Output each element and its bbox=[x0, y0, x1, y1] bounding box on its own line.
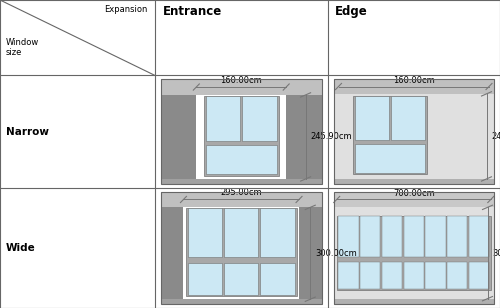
Bar bbox=[161, 79, 322, 184]
Bar bbox=[404, 261, 424, 289]
Bar bbox=[390, 95, 424, 140]
Text: 300.00cm: 300.00cm bbox=[316, 249, 357, 258]
Bar bbox=[404, 217, 424, 257]
Bar bbox=[188, 208, 222, 257]
Bar bbox=[355, 95, 388, 140]
Text: 300.00cm: 300.00cm bbox=[492, 249, 500, 257]
Bar bbox=[161, 192, 322, 304]
Bar bbox=[334, 192, 494, 304]
Bar bbox=[353, 95, 426, 174]
Bar bbox=[161, 192, 322, 207]
Bar bbox=[161, 79, 322, 95]
Bar bbox=[161, 299, 322, 304]
Bar bbox=[286, 95, 322, 179]
Bar bbox=[260, 208, 294, 257]
Bar bbox=[447, 261, 468, 289]
Bar bbox=[382, 261, 402, 289]
Bar bbox=[334, 79, 494, 184]
Bar bbox=[161, 95, 196, 179]
Bar bbox=[360, 217, 380, 257]
Bar bbox=[186, 208, 296, 297]
Bar bbox=[338, 261, 358, 289]
Bar bbox=[204, 96, 279, 176]
Bar bbox=[224, 263, 258, 295]
Bar bbox=[206, 96, 240, 141]
Bar bbox=[224, 208, 258, 257]
Text: Wide: Wide bbox=[6, 243, 36, 253]
Bar bbox=[334, 299, 494, 304]
Bar bbox=[338, 217, 358, 257]
Text: 245.90cm: 245.90cm bbox=[310, 132, 352, 141]
Text: Edge: Edge bbox=[335, 5, 368, 18]
Bar bbox=[334, 192, 494, 207]
Bar bbox=[469, 217, 490, 257]
Bar bbox=[161, 207, 184, 299]
Bar bbox=[334, 192, 494, 304]
Text: 295.00cm: 295.00cm bbox=[220, 188, 262, 197]
Bar bbox=[242, 96, 277, 141]
Bar bbox=[469, 261, 490, 289]
Bar bbox=[334, 79, 494, 94]
Bar bbox=[355, 144, 424, 172]
Bar bbox=[382, 217, 402, 257]
Text: Expansion: Expansion bbox=[104, 5, 148, 14]
Bar bbox=[336, 217, 491, 290]
Text: 160.00cm: 160.00cm bbox=[393, 76, 434, 85]
Bar bbox=[426, 261, 446, 289]
Text: 245.90cm: 245.90cm bbox=[492, 132, 500, 141]
Text: Entrance: Entrance bbox=[162, 5, 222, 18]
Bar bbox=[334, 179, 494, 184]
Bar bbox=[206, 145, 277, 174]
Text: 700.00cm: 700.00cm bbox=[393, 189, 434, 198]
Bar bbox=[188, 263, 222, 295]
Bar bbox=[161, 179, 322, 184]
Bar bbox=[184, 207, 299, 299]
Bar bbox=[447, 217, 468, 257]
Bar bbox=[426, 217, 446, 257]
Bar bbox=[334, 79, 494, 184]
Bar bbox=[196, 95, 286, 179]
Bar bbox=[161, 79, 322, 184]
Bar bbox=[161, 192, 322, 304]
Text: 160.00cm: 160.00cm bbox=[220, 76, 262, 85]
Text: Narrow: Narrow bbox=[6, 127, 49, 137]
Bar bbox=[260, 263, 294, 295]
Bar bbox=[299, 207, 322, 299]
Text: Window
size: Window size bbox=[6, 38, 39, 57]
Bar bbox=[360, 261, 380, 289]
